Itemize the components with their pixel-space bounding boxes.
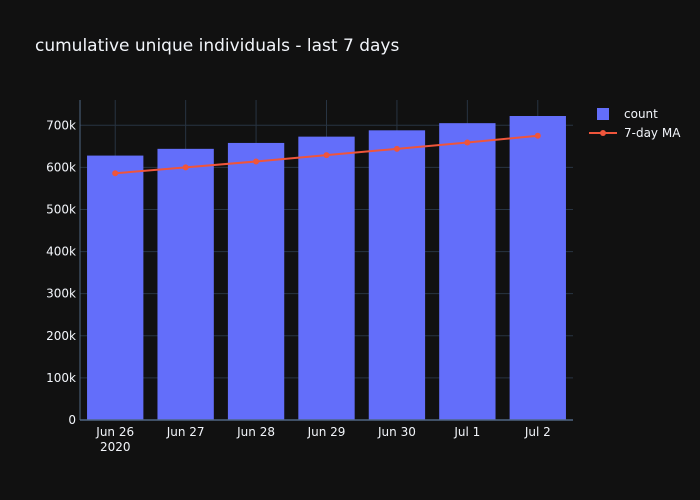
axis-layer: 0 100k 200k 300k 400k 500k 600k 700k Jun 26 Jun 2… bbox=[46, 100, 573, 454]
bar-count[interactable] bbox=[368, 130, 426, 420]
x-tick-label: Jun 27 bbox=[166, 425, 205, 439]
line-point-7-day-ma[interactable] bbox=[182, 164, 189, 171]
line-point-7-day-ma[interactable] bbox=[253, 158, 260, 165]
x-tick-year-label: 2020 bbox=[100, 440, 131, 454]
line-point-7-day-ma[interactable] bbox=[393, 145, 400, 152]
x-tick-label: Jun 29 bbox=[307, 425, 346, 439]
legend-item-7-day-ma[interactable]: 7-day MA bbox=[589, 126, 681, 140]
y-tick-label: 500k bbox=[46, 202, 76, 216]
bar-count[interactable] bbox=[227, 142, 285, 420]
bar-count[interactable] bbox=[439, 123, 496, 420]
line-layer bbox=[112, 132, 541, 177]
legend[interactable]: count 7-day MA bbox=[589, 107, 681, 140]
y-tick-label: 100k bbox=[46, 371, 76, 385]
y-tick-label: 600k bbox=[46, 160, 76, 174]
y-tick-label: 200k bbox=[46, 329, 76, 343]
line-point-7-day-ma[interactable] bbox=[323, 152, 330, 159]
bar-count[interactable] bbox=[87, 155, 144, 420]
x-tick-label: Jun 28 bbox=[236, 425, 275, 439]
x-tick-label: Jun 26 bbox=[95, 425, 134, 439]
x-tick-label: Jun 30 bbox=[377, 425, 416, 439]
bar-count[interactable] bbox=[298, 136, 355, 420]
bar-count[interactable] bbox=[157, 148, 214, 420]
legend-swatch-count bbox=[597, 108, 609, 120]
bar-count[interactable] bbox=[509, 116, 566, 420]
legend-item-count[interactable]: count bbox=[597, 107, 658, 121]
line-point-7-day-ma[interactable] bbox=[534, 132, 541, 139]
line-point-7-day-ma[interactable] bbox=[464, 139, 471, 146]
y-tick-label: 0 bbox=[68, 413, 76, 427]
y-tick-label: 700k bbox=[46, 118, 76, 132]
bar-layer bbox=[87, 116, 566, 420]
y-tick-label: 400k bbox=[46, 245, 76, 259]
legend-marker-7-day-ma bbox=[600, 130, 606, 136]
y-tick-label: 300k bbox=[46, 287, 76, 301]
legend-label-count: count bbox=[624, 107, 658, 121]
legend-label-7-day-ma: 7-day MA bbox=[624, 126, 681, 140]
x-tick-label: Jul 2 bbox=[524, 425, 551, 439]
line-point-7-day-ma[interactable] bbox=[112, 170, 119, 177]
x-tick-label: Jul 1 bbox=[453, 425, 480, 439]
chart-title: cumulative unique individuals - last 7 d… bbox=[35, 36, 399, 56]
